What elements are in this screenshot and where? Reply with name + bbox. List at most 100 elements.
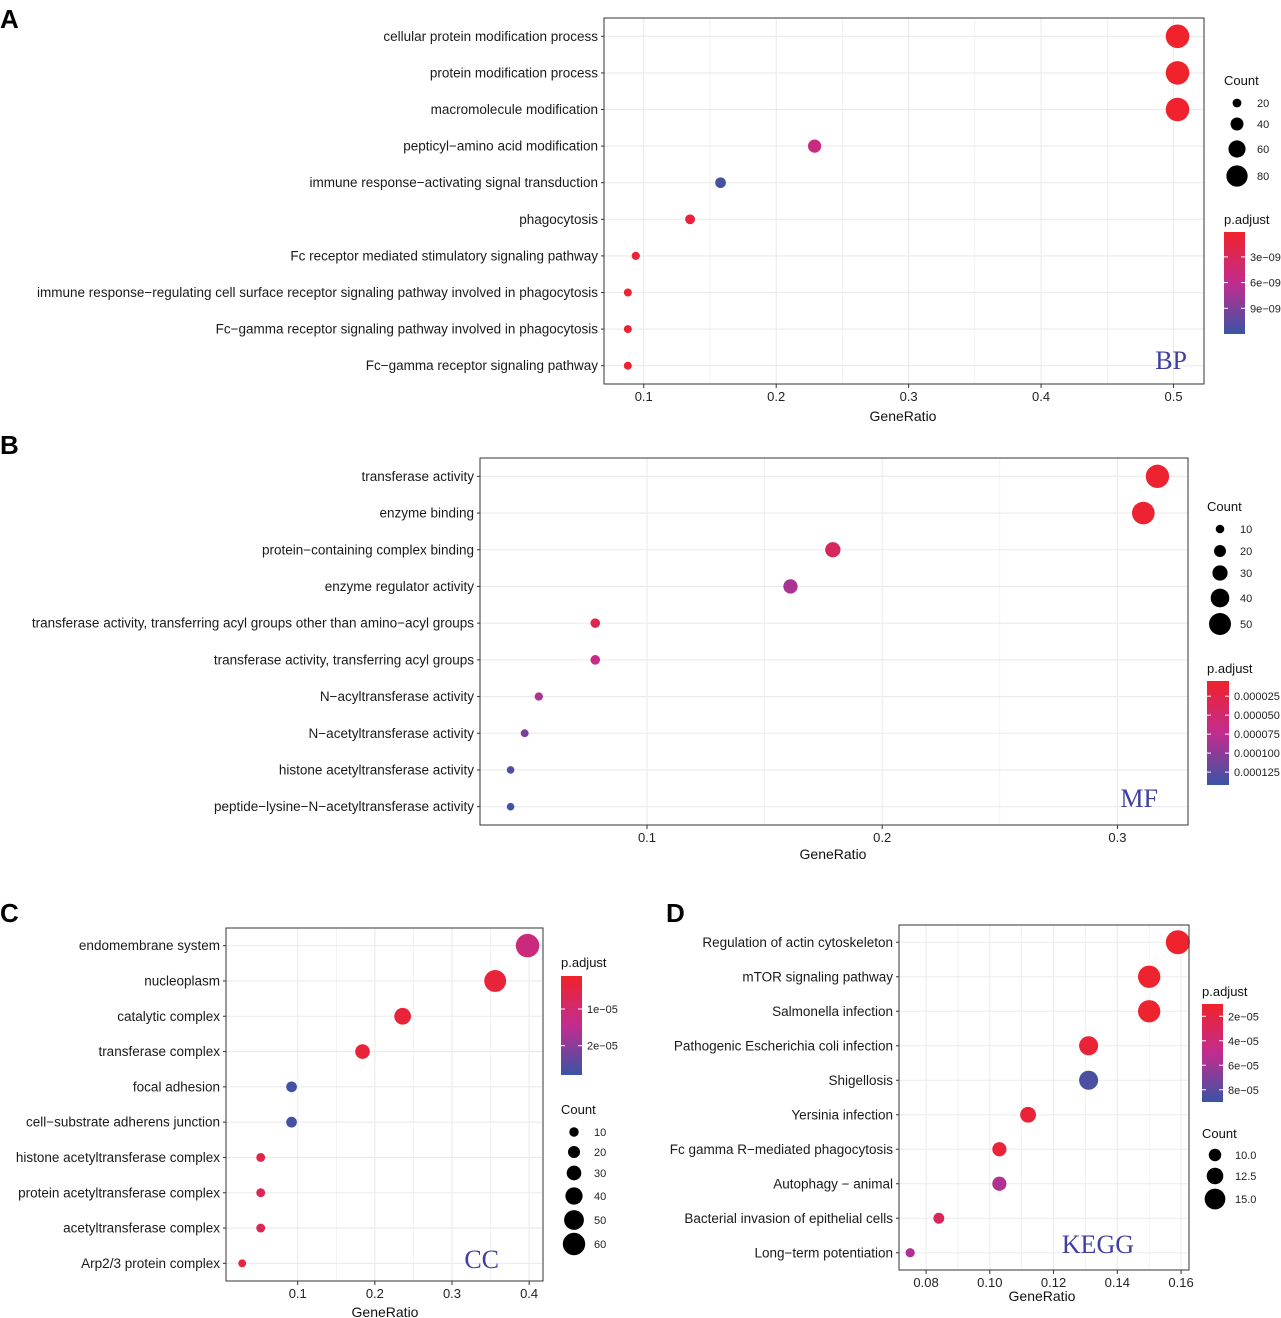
category-label: N−acetyltransferase activity xyxy=(309,726,475,741)
data-point xyxy=(1165,61,1190,85)
legend-label: 20 xyxy=(1257,98,1269,110)
data-point xyxy=(484,969,507,992)
legend-size-key xyxy=(569,1127,579,1137)
category-label: Regulation of actin cytoskeleton xyxy=(702,935,893,950)
data-point xyxy=(933,1212,945,1224)
panel-letter: D xyxy=(666,898,685,928)
data-point xyxy=(783,579,798,594)
legend-label: 2e−05 xyxy=(587,1041,618,1053)
legend-size-key xyxy=(566,1165,582,1181)
data-point xyxy=(1137,965,1161,988)
category-label: Pathogenic Escherichia coli infection xyxy=(674,1038,893,1053)
legend-label: 60 xyxy=(1257,144,1269,156)
category-label: Fc gamma R−mediated phagocytosis xyxy=(670,1142,893,1157)
category-label: protein modification process xyxy=(430,65,598,80)
category-label: N−acyltransferase activity xyxy=(320,689,474,704)
colorbar xyxy=(1207,681,1229,785)
legend-label: 10.0 xyxy=(1235,1150,1256,1162)
legend-label: 10 xyxy=(1240,524,1252,536)
category-label: enzyme regulator activity xyxy=(325,579,475,594)
category-label: transferase activity, transferring acyl … xyxy=(32,616,474,631)
padjust-legend: p.adjust 3e−09 6e−09 9e−09 xyxy=(1224,212,1281,334)
x-tick-label: 0.14 xyxy=(1105,1275,1130,1290)
legend-size-key xyxy=(1204,1188,1226,1210)
legend-size-key xyxy=(1230,117,1244,131)
x-tick-label: 0.4 xyxy=(1032,389,1050,404)
data-point xyxy=(992,1176,1007,1191)
legend-label: 3e−09 xyxy=(1250,252,1281,264)
category-label: histone acetyltransferase complex xyxy=(16,1150,220,1165)
category-label: Fc receptor mediated stimulatory signali… xyxy=(290,248,598,263)
legend-size-key xyxy=(1232,98,1242,108)
data-point xyxy=(807,139,822,153)
panel-d: D Regulation of actin cytoskeleton mTOR si… xyxy=(666,898,1259,1304)
ontology-tag: MF xyxy=(1120,784,1158,813)
data-point xyxy=(256,1223,266,1233)
x-tick-label: 0.3 xyxy=(1108,830,1126,845)
category-label: endomembrane system xyxy=(79,938,220,953)
legend-size-key xyxy=(1209,613,1231,635)
count-legend: Count 10 20 30 40 50 xyxy=(1207,499,1252,635)
data-point xyxy=(1079,1070,1099,1090)
x-axis-title: GeneRatio xyxy=(800,846,867,862)
category-label: Fc−gamma receptor signaling pathway invo… xyxy=(216,322,599,337)
legend-label: 12.5 xyxy=(1235,1171,1256,1183)
data-point xyxy=(256,1188,266,1198)
category-label: nucleoplasm xyxy=(144,973,220,988)
category-label: phagocytosis xyxy=(519,212,598,227)
data-point xyxy=(685,214,696,225)
data-point xyxy=(590,618,601,628)
category-label: protein−containing complex binding xyxy=(262,542,474,557)
x-tick-label: 0.12 xyxy=(1041,1275,1066,1290)
data-point xyxy=(1137,1000,1161,1023)
x-tick-label: 0.1 xyxy=(638,830,656,845)
legend-size-key xyxy=(562,1232,586,1256)
category-label: cellular protein modification process xyxy=(383,29,598,44)
data-point xyxy=(1079,1036,1099,1056)
legend-title: p.adjust xyxy=(561,955,607,970)
category-label: Salmonella infection xyxy=(772,1004,893,1019)
data-point xyxy=(520,729,529,738)
data-point xyxy=(286,1081,297,1093)
colorbar xyxy=(1202,1004,1223,1102)
plot-area xyxy=(604,18,1204,384)
data-point xyxy=(992,1142,1007,1157)
ontology-tag: BP xyxy=(1155,346,1187,375)
legend-label: 0.000125 xyxy=(1234,767,1280,779)
category-label: focal adhesion xyxy=(133,1079,220,1094)
data-point xyxy=(1020,1106,1036,1123)
legend-label: 60 xyxy=(594,1239,606,1251)
padjust-legend: p.adjust 1e−05 2e−05 xyxy=(561,955,618,1075)
category-label: mTOR signaling pathway xyxy=(742,969,893,984)
data-point xyxy=(394,1007,411,1025)
ontology-tag: CC xyxy=(464,1245,499,1274)
data-point xyxy=(506,802,515,811)
legend-label: 40 xyxy=(1240,593,1252,605)
legend-size-key xyxy=(565,1187,583,1205)
data-point xyxy=(286,1116,297,1128)
legend-size-key xyxy=(567,1145,581,1159)
category-label: Bacterial invasion of epithelial cells xyxy=(684,1211,893,1226)
category-label: transferase complex xyxy=(98,1044,220,1059)
category-label: immune response−regulating cell surface … xyxy=(37,285,598,300)
legend-label: 20 xyxy=(594,1147,606,1159)
legend-label: 9e−09 xyxy=(1250,303,1281,315)
x-tick-label: 0.5 xyxy=(1164,389,1182,404)
x-tick-label: 0.2 xyxy=(767,389,785,404)
colorbar xyxy=(1224,232,1245,334)
data-point xyxy=(623,325,632,334)
legend-size-key xyxy=(1226,165,1248,187)
category-label: peptide−lysine−N−acetyltransferase activ… xyxy=(214,799,474,814)
data-point xyxy=(1131,501,1155,525)
legend-label: 50 xyxy=(1240,619,1252,631)
legend-size-key xyxy=(1214,545,1226,557)
legend-size-key xyxy=(1206,1167,1224,1185)
legend-label: 0.000025 xyxy=(1234,691,1280,703)
x-axis-title: GeneRatio xyxy=(870,408,937,424)
x-tick-label: 0.1 xyxy=(635,389,653,404)
category-label: Shigellosis xyxy=(828,1073,893,1088)
legend-size-key xyxy=(1208,1148,1222,1162)
data-point xyxy=(623,288,632,297)
category-label: protein acetyltransferase complex xyxy=(18,1185,220,1200)
